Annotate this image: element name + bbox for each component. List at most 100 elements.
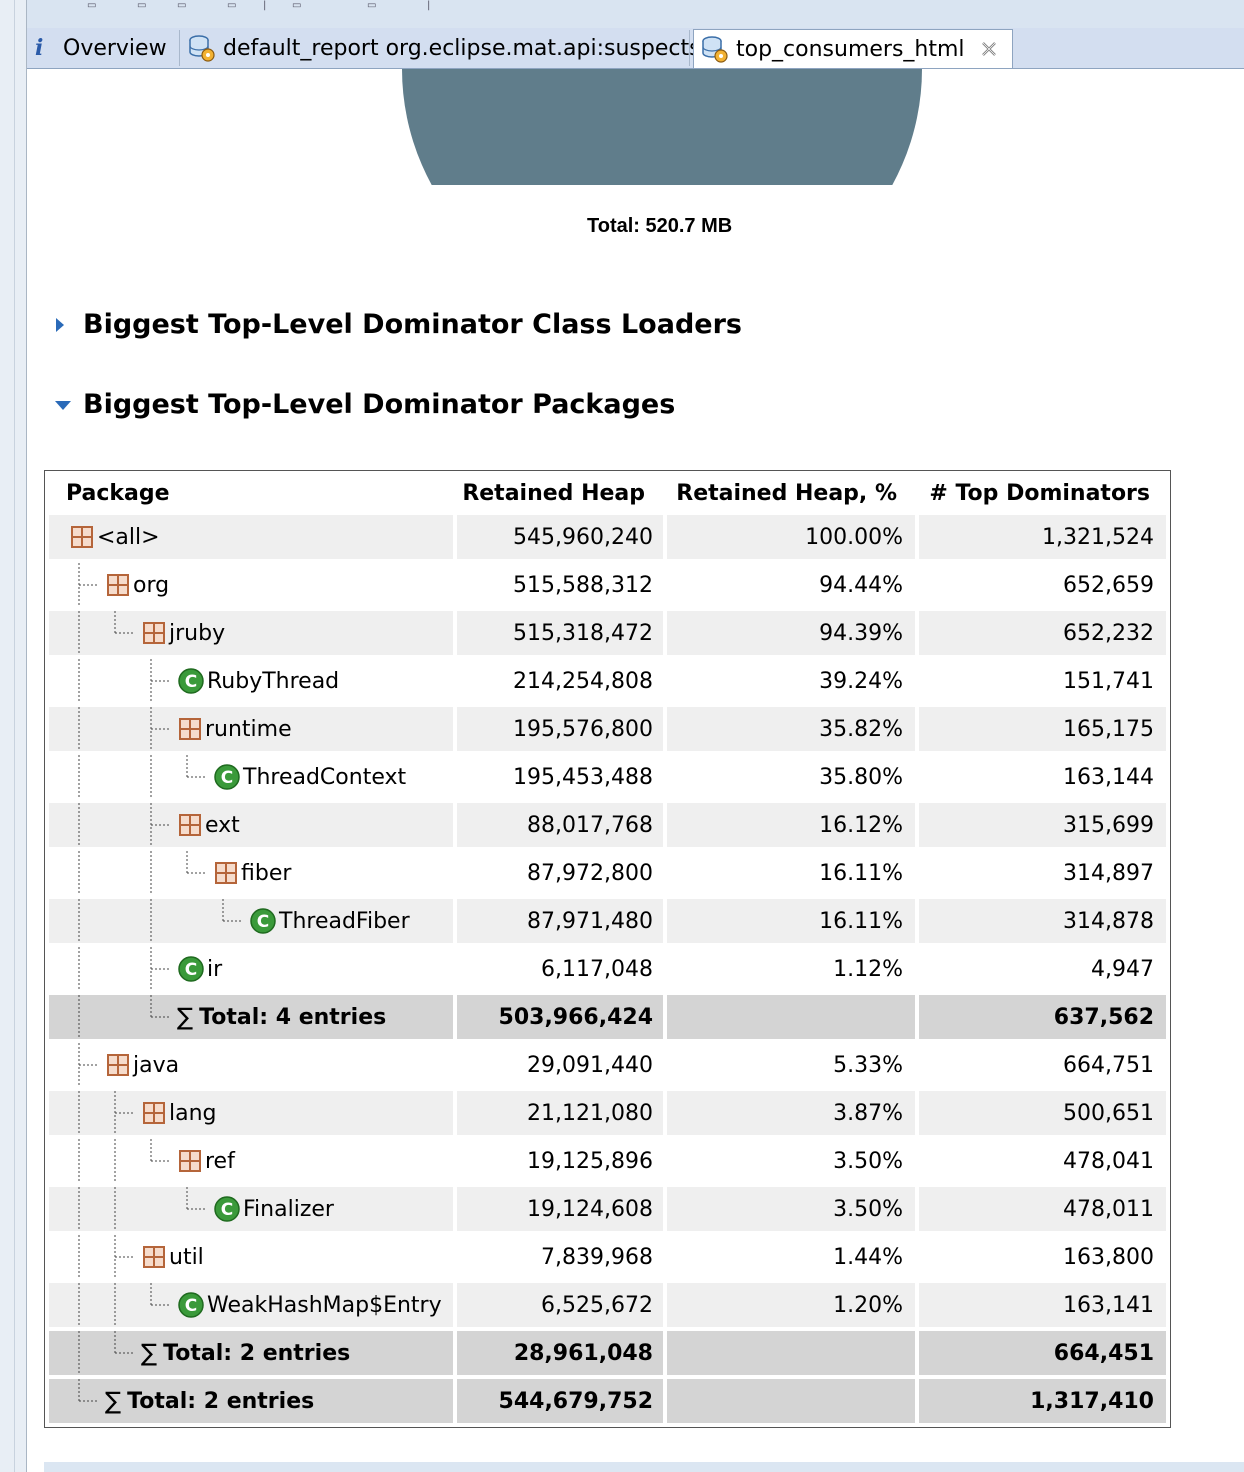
package-cell: ext	[49, 803, 453, 847]
table-row[interactable]: runtime 195,576,800 35.82% 165,175	[49, 707, 1166, 751]
tab-top-consumers[interactable]: top_consumers_html	[693, 29, 1013, 68]
package-name[interactable]: ∑ Total: 2 entries	[141, 1331, 350, 1375]
package-name[interactable]: lang	[141, 1091, 217, 1135]
top-dominators-cell: 637,562	[919, 995, 1166, 1039]
package-name[interactable]: C ThreadFiber	[249, 899, 410, 943]
toolbar-icon[interactable]: ▭	[137, 0, 147, 11]
toolbar-icon[interactable]: ▭	[292, 0, 302, 11]
header-top-dominators[interactable]: # Top Dominators	[929, 481, 1150, 506]
retained-heap-cell: 21,121,080	[457, 1091, 663, 1135]
header-retained-heap-pct[interactable]: Retained Heap, %	[676, 481, 897, 506]
retained-heap-cell: 6,117,048	[457, 947, 663, 991]
retained-heap-cell: 195,453,488	[457, 755, 663, 799]
package-name[interactable]: <all>	[69, 515, 160, 559]
expand-arrow-icon[interactable]	[53, 315, 83, 335]
table-row[interactable]: fiber 87,972,800 16.11% 314,897	[49, 851, 1166, 895]
package-name[interactable]: C ThreadContext	[213, 755, 406, 799]
table-row[interactable]: C WeakHashMap$Entry 6,525,672 1.20% 163,141	[49, 1283, 1166, 1327]
package-name[interactable]: org	[105, 563, 169, 607]
cell-value: 16.11%	[819, 908, 903, 934]
tab-default-report[interactable]: default_report org.eclipse.mat.api:suspe…	[181, 30, 701, 66]
retained-heap-pct-cell	[667, 995, 915, 1039]
retained-heap-cell: 29,091,440	[457, 1043, 663, 1087]
top-dominators-cell: 314,897	[919, 851, 1166, 895]
header-retained-heap[interactable]: Retained Heap	[462, 481, 645, 506]
table-row[interactable]: util 7,839,968 1.44% 163,800	[49, 1235, 1166, 1279]
class-icon: C	[213, 763, 241, 791]
table-row[interactable]: ext 88,017,768 16.12% 315,699	[49, 803, 1166, 847]
collapse-arrow-icon[interactable]	[53, 398, 83, 412]
package-name[interactable]: ref	[177, 1139, 235, 1183]
table-row[interactable]: org 515,588,312 94.44% 652,659	[49, 563, 1166, 607]
tree-guides	[78, 611, 135, 655]
package-label: ext	[205, 812, 240, 838]
package-name[interactable]: runtime	[177, 707, 292, 751]
sigma-icon: ∑	[177, 1003, 194, 1031]
retained-heap-pct-cell: 16.12%	[667, 803, 915, 847]
tab-overview[interactable]: i Overview	[29, 30, 180, 66]
table-total-row[interactable]: ∑ Total: 2 entries 28,961,048 664,451	[49, 1331, 1166, 1375]
svg-text:C: C	[221, 768, 233, 788]
package-name[interactable]: fiber	[213, 851, 291, 895]
package-name[interactable]: C Finalizer	[213, 1187, 334, 1231]
toolbar-icon[interactable]: ▭	[177, 0, 187, 11]
package-name[interactable]: ext	[177, 803, 240, 847]
table-total-row[interactable]: ∑ Total: 4 entries 503,966,424 637,562	[49, 995, 1166, 1039]
header-package[interactable]: Package	[66, 481, 170, 506]
cell-value: 515,588,312	[513, 572, 653, 598]
table-row[interactable]: C ThreadFiber 87,971,480 16.11% 314,878	[49, 899, 1166, 943]
toolbar-icon[interactable]: ▭	[227, 0, 237, 11]
package-name[interactable]: ∑ Total: 2 entries	[105, 1379, 314, 1423]
table-row[interactable]: C Finalizer 19,124,608 3.50% 478,011	[49, 1187, 1166, 1231]
package-name[interactable]: util	[141, 1235, 204, 1279]
toolbar-icon[interactable]: ▭	[87, 0, 97, 11]
package-label: <all>	[97, 524, 160, 550]
cell-value: 88,017,768	[527, 812, 653, 838]
package-name[interactable]: C RubyThread	[177, 659, 339, 703]
cell-value: 652,232	[1063, 620, 1154, 646]
retained-heap-cell: 195,576,800	[457, 707, 663, 751]
table-row[interactable]: ref 19,125,896 3.50% 478,041	[49, 1139, 1166, 1183]
editor-tab-strip: i Overview default_report org.eclipse.ma…	[27, 28, 1244, 69]
close-icon[interactable]	[979, 39, 999, 59]
cell-value: 4,947	[1091, 956, 1154, 982]
package-label: lang	[169, 1100, 217, 1126]
table-row[interactable]: jruby 515,318,472 94.39% 652,232	[49, 611, 1166, 655]
toolbar-icon[interactable]: ▭	[367, 0, 377, 11]
table-total-row[interactable]: ∑ Total: 2 entries 544,679,752 1,317,410	[49, 1379, 1166, 1423]
table-row[interactable]: C ThreadContext 195,453,488 35.80% 163,144	[49, 755, 1166, 799]
packages-table: Package Retained Heap Retained Heap, % #…	[44, 470, 1171, 1428]
tree-guides	[78, 1139, 171, 1183]
top-dominators-cell: 163,141	[919, 1283, 1166, 1327]
class-icon: C	[213, 1195, 241, 1223]
package-name[interactable]: jruby	[141, 611, 225, 655]
cell-value: 1,317,410	[1030, 1388, 1154, 1414]
retained-heap-pct-cell: 5.33%	[667, 1043, 915, 1087]
package-icon	[213, 860, 239, 886]
retained-heap-pct-cell	[667, 1379, 915, 1423]
table-row[interactable]: <all> 545,960,240 100.00% 1,321,524	[49, 515, 1166, 559]
retained-heap-pct-cell: 1.20%	[667, 1283, 915, 1327]
class-icon: C	[177, 667, 205, 695]
retained-heap-pct-cell: 16.11%	[667, 899, 915, 943]
section-packages[interactable]: Biggest Top-Level Dominator Packages	[53, 389, 675, 420]
retained-heap-cell: 88,017,768	[457, 803, 663, 847]
retained-heap-pct-cell	[667, 1331, 915, 1375]
cell-value: 3.87%	[833, 1100, 903, 1126]
table-row[interactable]: C RubyThread 214,254,808 39.24% 151,741	[49, 659, 1166, 703]
top-dominators-cell: 314,878	[919, 899, 1166, 943]
cell-value: 1.20%	[833, 1292, 903, 1318]
table-row[interactable]: java 29,091,440 5.33% 664,751	[49, 1043, 1166, 1087]
package-name[interactable]: C WeakHashMap$Entry	[177, 1283, 442, 1327]
package-name[interactable]: java	[105, 1043, 179, 1087]
cell-value: 664,751	[1063, 1052, 1154, 1078]
package-icon	[105, 1052, 131, 1078]
section-class-loaders[interactable]: Biggest Top-Level Dominator Class Loader…	[53, 309, 742, 340]
table-row[interactable]: lang 21,121,080 3.87% 500,651	[49, 1091, 1166, 1135]
top-dominators-cell: 664,751	[919, 1043, 1166, 1087]
svg-text:C: C	[257, 912, 269, 932]
package-name[interactable]: ∑ Total: 4 entries	[177, 995, 386, 1039]
package-icon	[69, 524, 95, 550]
